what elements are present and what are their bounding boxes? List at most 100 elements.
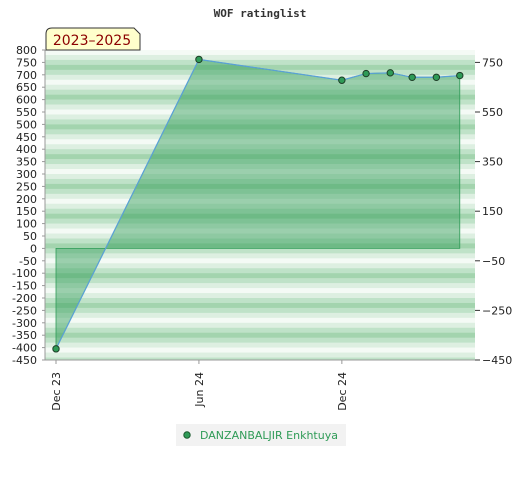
x-axis: Dec 23 Jun 24 Dec 24 — [45, 359, 475, 411]
right-tick-label: 350 — [482, 156, 503, 169]
left-tick-label: 100 — [16, 218, 37, 231]
grid-band — [45, 178, 475, 185]
legend-marker — [183, 431, 191, 439]
grid-band — [45, 273, 475, 279]
left-tick-label: 50 — [23, 230, 37, 243]
period-badge-label: 2023–2025 — [53, 33, 131, 49]
grid-band — [45, 64, 475, 71]
left-tick-label: 450 — [16, 131, 37, 144]
left-tick-label: -250 — [12, 304, 37, 317]
left-tick-label: -300 — [12, 317, 37, 330]
grid-band — [45, 164, 475, 170]
grid-band — [45, 89, 475, 95]
grid-band — [45, 188, 475, 195]
left-tick-label: 800 — [16, 44, 37, 57]
grid-band — [45, 69, 475, 76]
grid-band — [45, 347, 475, 353]
left-tick-label: 600 — [16, 94, 37, 107]
grid-band — [45, 298, 475, 304]
grid-band — [45, 352, 475, 358]
left-tick-label: 650 — [16, 81, 37, 94]
grid-band — [45, 59, 475, 66]
left-tick-label: -400 — [12, 342, 37, 355]
grid-band — [45, 243, 475, 249]
grid-band — [45, 159, 475, 165]
grid-band — [45, 154, 475, 160]
grid-band — [45, 312, 475, 319]
grid-band — [45, 302, 475, 309]
grid-band — [45, 342, 475, 348]
data-point — [432, 73, 441, 81]
left-tick-label: 200 — [16, 193, 37, 206]
left-tick-label: 550 — [16, 106, 37, 119]
grid-band — [45, 293, 475, 299]
grid-band — [45, 263, 475, 269]
grid-band — [45, 258, 475, 264]
left-tick-label: 150 — [16, 205, 37, 218]
grid-band — [45, 213, 475, 219]
left-tick-label: 700 — [16, 69, 37, 82]
grid-band — [45, 169, 475, 175]
grid-band — [45, 218, 475, 224]
right-tick-label: −50 — [482, 255, 505, 268]
grid-band — [45, 223, 475, 229]
grid-band — [45, 104, 475, 110]
grid-band — [45, 233, 475, 239]
grid-band — [45, 79, 475, 86]
grid-band — [45, 119, 475, 125]
grid-band — [45, 109, 475, 115]
grid-band — [45, 253, 475, 259]
grid-band — [45, 337, 475, 343]
data-point — [195, 55, 203, 64]
left-tick-label: -150 — [12, 280, 37, 293]
legend-label: DANZANBALJIR Enkhtuya — [200, 429, 338, 442]
grid-band — [45, 332, 475, 338]
left-tick-label: -200 — [12, 292, 37, 305]
grid-band — [45, 203, 475, 210]
grid-band — [45, 288, 475, 294]
grid-band — [45, 183, 475, 190]
grid-band — [45, 278, 475, 284]
grid-band — [45, 54, 475, 61]
grid-band — [45, 134, 475, 140]
grid-band — [45, 144, 475, 150]
right-tick-label: 550 — [482, 106, 503, 119]
right-tick-label: −250 — [482, 304, 512, 317]
rating-line — [55, 58, 460, 350]
grid-band — [45, 268, 475, 274]
grid-band — [45, 198, 475, 205]
left-tick-label: 400 — [16, 143, 37, 156]
grid-band — [45, 74, 475, 81]
data-point — [362, 69, 370, 78]
grid-band — [45, 50, 475, 56]
plot-background — [45, 50, 475, 361]
left-tick-label: 300 — [16, 168, 37, 181]
grid-band — [45, 238, 475, 244]
data-point — [338, 76, 346, 84]
grid-band — [45, 307, 475, 314]
left-tick-label: 350 — [16, 156, 37, 169]
grid-band — [45, 139, 475, 145]
right-tick-label: 150 — [482, 205, 503, 218]
left-tick-label: -450 — [12, 354, 37, 367]
grid-band — [45, 322, 475, 329]
grid-band — [45, 114, 475, 120]
grid-band — [45, 94, 475, 100]
x-tick-label: Dec 23 — [50, 372, 63, 411]
legend: DANZANBALJIR Enkhtuya — [176, 424, 346, 446]
right-axis: 750 550 350 150 −50 −250 −450 — [475, 56, 512, 367]
left-tick-label: -350 — [12, 329, 37, 342]
left-tick-label: 0 — [30, 242, 37, 255]
left-tick-label: 750 — [16, 56, 37, 69]
left-tick-label: 500 — [16, 118, 37, 131]
data-point — [408, 73, 416, 81]
grid-band — [45, 357, 475, 361]
right-tick-label: −450 — [482, 354, 512, 367]
period-badge: 2023–2025 — [45, 27, 141, 51]
grid-band — [45, 283, 475, 289]
data-point — [52, 345, 60, 353]
grid-band — [45, 317, 475, 324]
grid-band — [45, 124, 475, 130]
left-tick-label: -100 — [12, 267, 37, 280]
